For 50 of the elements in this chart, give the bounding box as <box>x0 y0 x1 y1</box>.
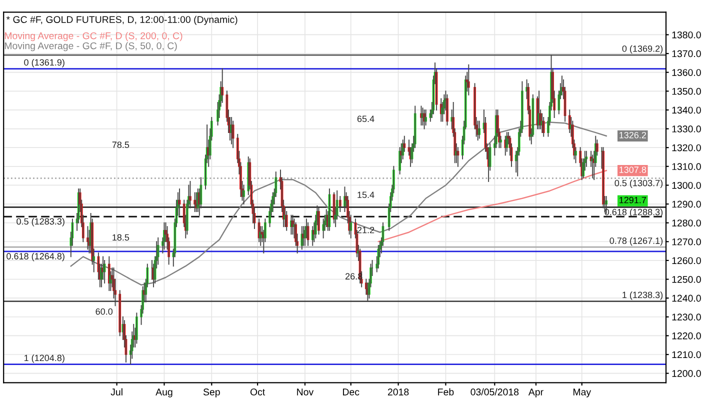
x-tick-label: Sep <box>203 388 220 398</box>
annotation: 0.618 (1264.8) <box>6 252 64 262</box>
annotation: 21.2 <box>357 226 374 234</box>
y-tick-label: 1210.0 <box>672 351 701 358</box>
annotation: 1326.2 <box>620 132 646 138</box>
y-tick-label: 1230.0 <box>672 314 701 321</box>
x-tick-label: 2018 <box>388 388 409 396</box>
y-tick-label: 1310.0 <box>672 163 701 170</box>
y-tick-label: 1260.0 <box>672 257 701 264</box>
y-tick-label: 1200.0 <box>672 370 701 377</box>
annotation: 78.5 <box>112 142 130 148</box>
x-tick-label: Oct <box>250 388 266 396</box>
x-tick-label: Nov <box>297 388 314 396</box>
annotation: 18.5 <box>112 234 130 241</box>
y-tick-label: 1330.0 <box>672 126 701 132</box>
y-tick-label: 1350.0 <box>672 88 701 95</box>
chart-title: * GC #F, GOLD FUTURES, D, 12:00-11:00 (Dynamic) <box>6 16 238 25</box>
annotation: 0.5 (1283.3) <box>16 218 64 226</box>
y-tick-label: 1300.0 <box>672 182 701 189</box>
annotation: 0 (1369.2) <box>622 45 663 54</box>
x-tick-label: Feb <box>438 388 454 396</box>
annotation: 1291.7 <box>620 196 646 204</box>
annotation: 0.5 (1303.7) <box>614 180 663 188</box>
x-tick-label: Jul <box>110 388 122 396</box>
y-tick-label: 1340.0 <box>672 106 701 114</box>
annotation: 65.4 <box>357 116 374 122</box>
annotation: 15.4 <box>358 192 374 198</box>
annotation: 1 (1204.8) <box>24 354 64 363</box>
x-tick-label: 03/05/2018 <box>470 388 519 396</box>
annotation: 0 (1361.9) <box>24 58 64 68</box>
y-tick-label: 1250.0 <box>672 276 701 283</box>
x-tick-label: Apr <box>528 388 544 398</box>
annotation: 1 (1238.3) <box>622 291 663 300</box>
annotation: 60.0 <box>96 308 113 315</box>
text: Moving Average - GC #F, D (S, 50, 0, C) <box>4 42 177 52</box>
y-tick-label: 1290.0 <box>672 200 701 208</box>
x-tick-label: Dec <box>343 388 360 396</box>
y-tick-label: 1220.0 <box>672 332 701 340</box>
y-tick-label: 1320.0 <box>672 144 701 152</box>
y-tick-label: 1280.0 <box>672 220 701 226</box>
y-tick-label: 1240.0 <box>672 294 701 302</box>
y-tick-label: 1370.0 <box>672 50 701 58</box>
x-tick-label: May <box>573 388 592 398</box>
annotation: 1307.8 <box>620 166 646 173</box>
x-tick-label: Aug <box>156 388 172 398</box>
annotation: 0.78 (1267.1) <box>610 237 663 246</box>
text: Moving Average - GC #F, D (S, 200, 0, C) <box>4 32 182 42</box>
y-tick-label: 1380.0 <box>672 31 701 38</box>
y-tick-label: 1360.0 <box>672 69 701 76</box>
y-tick-label: 1270.0 <box>672 238 701 246</box>
